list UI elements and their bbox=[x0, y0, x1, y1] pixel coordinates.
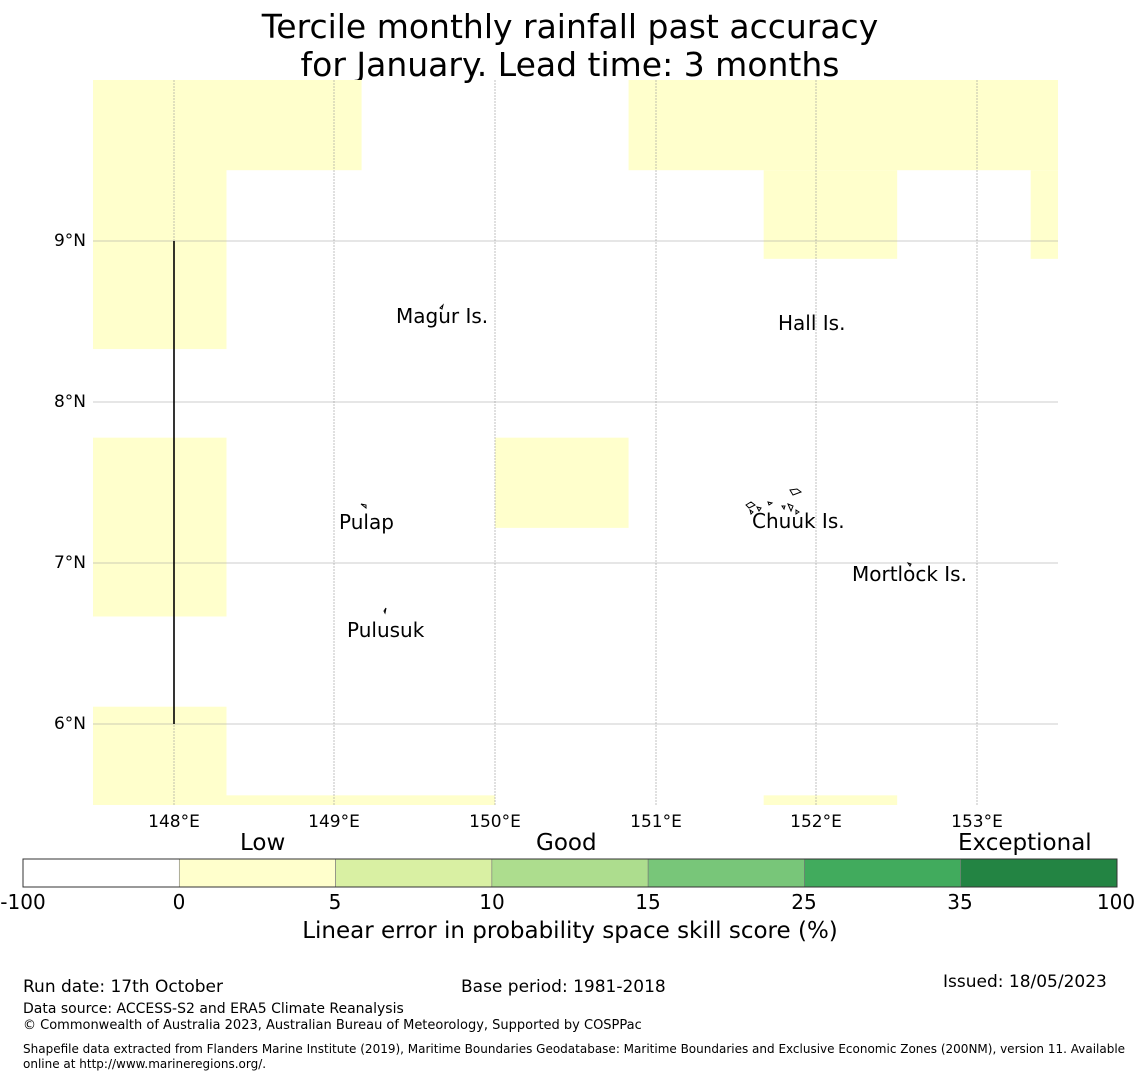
base-period: Base period: 1981-2018 bbox=[461, 977, 666, 997]
mortlock-island-outline bbox=[906, 562, 912, 567]
colorbar-category-exceptional: Exceptional bbox=[958, 830, 1092, 856]
colorbar-tick: 0 bbox=[172, 890, 186, 914]
chuuk-lagoon-outline bbox=[745, 488, 803, 515]
colorbar-tick: 25 bbox=[791, 890, 817, 914]
place-label-mortlock: Mortlock Is. bbox=[852, 562, 967, 586]
lon-label-150e: 150°E bbox=[469, 812, 521, 832]
place-label-pulap: Pulap bbox=[339, 510, 394, 534]
skill-cell bbox=[93, 80, 227, 350]
colorbar-segment bbox=[491, 858, 649, 888]
colorbar-tick: 35 bbox=[947, 890, 973, 914]
place-label-magur: Magur Is. bbox=[396, 304, 489, 328]
place-label-pulusuk: Pulusuk bbox=[347, 618, 425, 642]
data-source: Data source: ACCESS-S2 and ERA5 Climate … bbox=[23, 1001, 404, 1017]
skill-cell bbox=[93, 706, 227, 805]
place-label-hall: Hall Is. bbox=[778, 311, 846, 335]
shapefile-credit-line1: Shapefile data extracted from Flanders M… bbox=[23, 1042, 1126, 1056]
colorbar-segment bbox=[178, 858, 336, 888]
skill-cell bbox=[226, 795, 496, 805]
lon-label-149e: 149°E bbox=[308, 812, 360, 832]
skill-cell bbox=[1030, 170, 1058, 259]
colorbar-outline bbox=[22, 858, 1118, 888]
skill-cells-layer bbox=[93, 80, 1058, 805]
lon-label-153e: 153°E bbox=[951, 812, 1003, 832]
colorbar-segment bbox=[960, 858, 1118, 888]
colorbar bbox=[22, 858, 1118, 888]
colorbar-tick: -100 bbox=[0, 890, 46, 914]
colorbar-segment bbox=[335, 858, 493, 888]
copyright: © Commonwealth of Australia 2023, Austra… bbox=[23, 1018, 642, 1033]
pulusuk-island-outline bbox=[383, 607, 387, 615]
lat-label-9n: 9°N bbox=[53, 231, 86, 251]
colorbar-tick: 100 bbox=[1096, 890, 1136, 914]
colorbar-category-good: Good bbox=[536, 830, 597, 856]
skill-cell bbox=[495, 437, 629, 528]
lon-label-151e: 151°E bbox=[630, 812, 682, 832]
place-label-chuuk: Chuuk Is. bbox=[752, 509, 845, 533]
colorbar-tick: 15 bbox=[635, 890, 661, 914]
map-title-line1: Tercile monthly rainfall past accuracy bbox=[261, 7, 879, 46]
lon-label-152e: 152°E bbox=[790, 812, 842, 832]
island-outlines bbox=[360, 303, 912, 615]
skill-cell bbox=[628, 80, 1058, 171]
shapefile-credit-line2: online at http://www.marineregions.org/. bbox=[23, 1057, 267, 1071]
lat-label-6n: 6°N bbox=[53, 714, 86, 734]
map-title-line2: for January. Lead time: 3 months bbox=[300, 45, 840, 84]
run-date: Run date: 17th October bbox=[23, 977, 223, 997]
colorbar-segment bbox=[22, 858, 180, 888]
colorbar-category-low: Low bbox=[240, 830, 286, 856]
colorbar-axis-label: Linear error in probability space skill … bbox=[302, 918, 838, 944]
lat-label-7n: 7°N bbox=[53, 553, 86, 573]
colorbar-tick: 5 bbox=[328, 890, 342, 914]
skill-cell bbox=[763, 170, 898, 259]
lon-label-148e: 148°E bbox=[148, 812, 200, 832]
skill-cell bbox=[763, 795, 898, 805]
colorbar-segment bbox=[804, 858, 962, 888]
skill-cell bbox=[226, 80, 362, 171]
colorbar-segment bbox=[647, 858, 805, 888]
issued-date: Issued: 18/05/2023 bbox=[943, 972, 1107, 992]
skill-cell bbox=[93, 437, 227, 617]
colorbar-tick: 10 bbox=[479, 890, 505, 914]
gridlines bbox=[93, 80, 1058, 805]
lat-label-8n: 8°N bbox=[53, 392, 86, 412]
magur-island-outline bbox=[439, 303, 444, 310]
pulap-island-outline bbox=[360, 503, 367, 510]
